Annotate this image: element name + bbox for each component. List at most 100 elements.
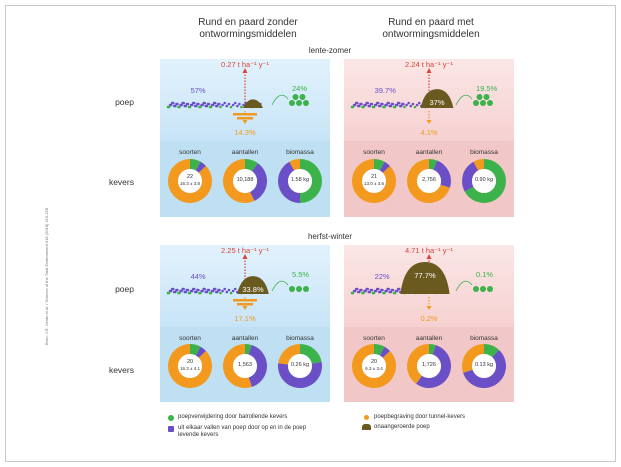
ground-dot [364, 103, 367, 107]
ground-dot [176, 102, 179, 106]
ground-dot [209, 291, 213, 295]
donut-slice-orange [462, 344, 484, 373]
donut-slice-orange [168, 159, 212, 204]
ground-dot [364, 289, 367, 293]
ground-dot [240, 105, 243, 109]
donut-slice-green [245, 344, 252, 355]
donut-label-abundance: aantallen [231, 335, 259, 342]
burial-bar [237, 303, 253, 306]
donut-label-species: soorten [363, 335, 385, 342]
donut-slice-orange [223, 159, 255, 203]
donut-hole [362, 354, 386, 378]
ground-dot [411, 102, 415, 106]
ground-dot [397, 287, 401, 291]
ground-dot [368, 290, 372, 294]
ball-roller-ball [473, 100, 479, 106]
ground-dot [238, 102, 241, 106]
pct-buried: 4.1% [420, 128, 438, 137]
donut-hole [233, 354, 257, 378]
ground-dot [195, 290, 198, 294]
donut-hole [178, 169, 202, 193]
donut-hole [178, 354, 202, 378]
ground-dot [231, 289, 235, 293]
donut-slice-purple [463, 349, 506, 388]
ground-dot [195, 104, 198, 108]
ground-dot [216, 290, 219, 294]
ground-dot [205, 290, 209, 294]
panel-spring-without: 0.27 t ha⁻¹ y⁻¹ 57% 24% 14.3% soorten aantall… [160, 59, 330, 217]
donut-value-sub: 16.3 ± 3.8 [180, 181, 200, 186]
dung-pat [237, 276, 269, 294]
donut-value: 0.26 kg [290, 362, 310, 368]
row-beetles-spring: kevers [108, 177, 134, 187]
ground-dot [413, 105, 417, 109]
ground-dot [372, 291, 376, 295]
pct-undisturbed: 37% [429, 98, 445, 108]
pct-ball-rollers: 5.5% [292, 270, 310, 279]
ballroll-arrow [455, 94, 473, 106]
ground-dot [178, 105, 181, 109]
ground-dot [225, 104, 229, 108]
donut-label-species: soorten [179, 335, 201, 342]
ball-roller-ball [296, 100, 302, 106]
donut-label-abundance: aantallen [231, 149, 259, 156]
donut-charts [352, 344, 506, 388]
ground-dot [381, 102, 384, 106]
title-right: Rund en paard met ontwormingsmiddelen [382, 17, 480, 40]
emission-arrowhead [242, 254, 248, 259]
donut-slice-orange [289, 159, 300, 171]
ground-dot [182, 101, 185, 105]
donut-value: 1,563 [238, 362, 252, 368]
ground-dot [199, 105, 202, 109]
ground-dot [221, 289, 224, 293]
ground-dot [403, 105, 406, 109]
dung-schematic [350, 68, 493, 124]
donut-slice-green [429, 159, 438, 170]
burial-bar [233, 113, 257, 116]
donut-label-species: soorten [179, 149, 201, 156]
emission-label: 2.25 t ha⁻¹ y⁻¹ [221, 246, 269, 255]
donut-charts [352, 159, 506, 204]
donut-slice-green [464, 159, 506, 203]
donut-value-sub: 6.3 ± 3.4 [365, 366, 383, 371]
ground-dot [203, 101, 206, 105]
ball-roller-ball [487, 100, 493, 106]
ground-dot [383, 291, 386, 295]
ground-dot [201, 103, 204, 107]
ground-dot [184, 104, 188, 108]
ground-dot [218, 102, 221, 106]
ground-dot [395, 289, 399, 293]
ground-dot [184, 290, 188, 294]
ground-dot [188, 105, 192, 109]
emission-label: 0.27 t ha⁻¹ y⁻¹ [221, 60, 269, 69]
ground-dot [351, 105, 355, 109]
ground-dot [391, 288, 395, 292]
ground-dot [379, 290, 382, 294]
donut-value: 2,756 [422, 177, 436, 183]
ground-dot [216, 104, 219, 108]
ground-dot [360, 102, 363, 106]
donut-value-sub: 13.0 ± 3.6 [364, 181, 384, 186]
dung-pat [400, 262, 450, 294]
donut-hole [288, 354, 312, 378]
ground-dot [186, 288, 190, 292]
ground-dot [358, 104, 361, 108]
ground-dot [197, 102, 200, 106]
legend-orange-swatch [364, 415, 369, 420]
ball-roller-ball [296, 286, 302, 292]
donut-charts [168, 344, 322, 388]
ground-dot [167, 105, 171, 109]
donut-value: 1.58 kg [290, 177, 310, 183]
pct-buried: 0.2% [420, 314, 438, 323]
donut-value: 0.13 kg [474, 362, 494, 368]
donut-slice-purple [278, 361, 322, 388]
pct-ball-rollers: 24% [292, 84, 308, 93]
pct-ball-rollers: 19.5% [476, 84, 498, 93]
ball-roller-ball [480, 286, 486, 292]
dung-pat [420, 89, 454, 108]
legend-green-swatch [168, 415, 174, 421]
ground-dot [182, 287, 185, 291]
ball-roller-ball [292, 94, 299, 100]
ground-dot [358, 290, 361, 294]
ground-dot [385, 103, 388, 107]
